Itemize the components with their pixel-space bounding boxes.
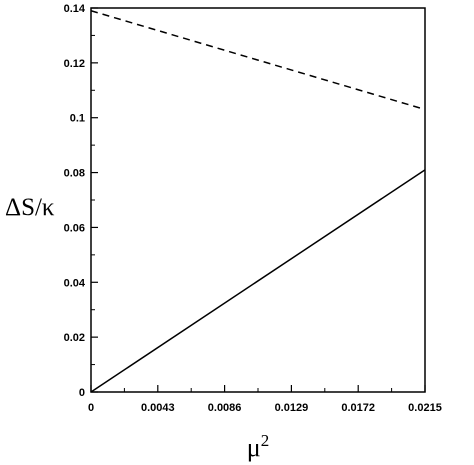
x-axis-title: μ2: [247, 431, 269, 462]
series-line-solid: [90, 169, 426, 393]
x-axis-ticks: 0 0.0043 0.0086 0.0129 0.0172 0.0215: [88, 385, 442, 414]
x-tick-label: 0.0215: [408, 402, 442, 414]
plot-frame: [90, 7, 426, 393]
x-tick-label: 0.0129: [275, 402, 309, 414]
y-tick-label: 0.14: [64, 3, 86, 15]
x-tick-label: 0.0086: [208, 402, 242, 414]
x-axis-title-sup: 2: [261, 431, 270, 450]
y-tick-label: 0.12: [64, 58, 85, 70]
y-tick-label: 0.1: [70, 113, 85, 125]
x-axis-title-base: μ: [247, 433, 261, 462]
y-tick-label: 0.06: [64, 222, 85, 234]
y-tick-label: 0.02: [64, 332, 85, 344]
x-tick-label: 0.0043: [141, 402, 175, 414]
x-tick-label: 0: [88, 402, 94, 414]
y-tick-label: 0: [79, 387, 85, 399]
x-tick-label: 0.0172: [341, 402, 375, 414]
y-axis-title: ΔS/κ: [5, 194, 55, 221]
series-line-dashed: [90, 10, 426, 111]
y-tick-label: 0.08: [64, 168, 85, 180]
series-layer: [90, 10, 426, 393]
y-axis-ticks: 0 0.02 0.04 0.06 0.08 0.1 0.12 0.14: [64, 3, 98, 399]
y-tick-label: 0.04: [64, 277, 86, 289]
